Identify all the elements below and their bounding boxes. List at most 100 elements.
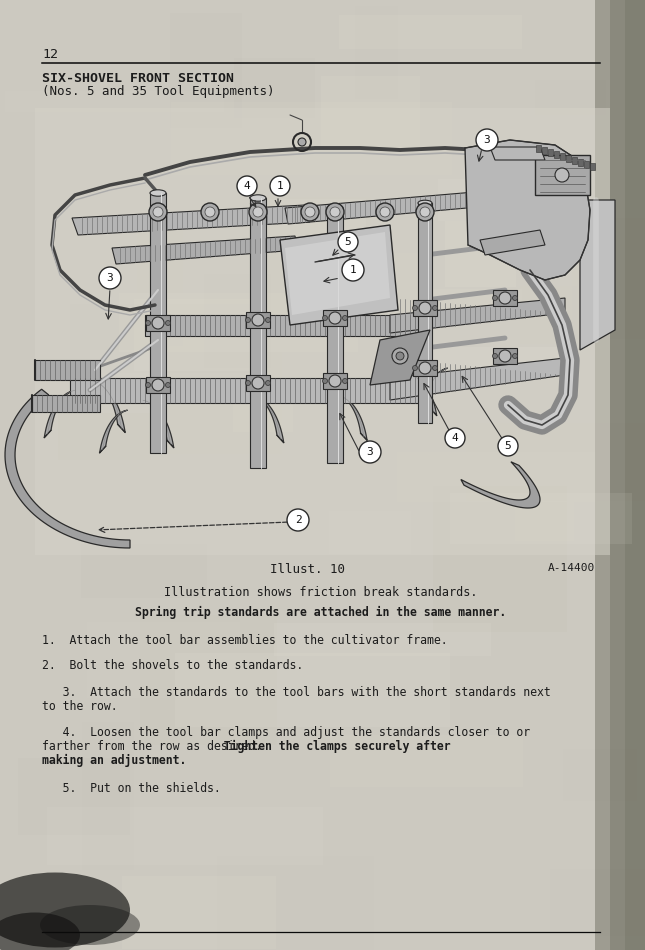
Bar [321,76,420,150]
Circle shape [555,168,569,182]
Bar [18,758,130,835]
Circle shape [326,203,344,221]
Bar [137,231,183,346]
Text: making an adjustment.: making an adjustment. [42,754,186,767]
Bar [610,0,645,950]
Text: 1: 1 [350,265,357,275]
Bar [433,485,568,632]
Circle shape [246,381,250,386]
Polygon shape [580,200,615,350]
Bar [572,157,577,164]
Text: Spring trip standards are attached in the same manner.: Spring trip standards are attached in th… [135,606,506,619]
Circle shape [413,366,417,370]
Polygon shape [461,462,540,508]
Text: 12: 12 [42,48,58,61]
Bar [330,735,523,788]
Circle shape [419,302,431,314]
Polygon shape [45,390,75,438]
Bar [361,253,427,312]
Polygon shape [246,375,270,391]
Circle shape [445,428,465,448]
Text: 1: 1 [277,181,283,191]
Text: 3: 3 [106,273,114,283]
Bar [515,425,573,541]
Bar [63,28,204,96]
Bar [554,151,559,158]
Polygon shape [91,380,125,432]
Circle shape [342,259,364,281]
Circle shape [166,383,170,388]
Bar [548,149,553,156]
Circle shape [252,314,264,326]
Polygon shape [480,230,545,255]
Bar [578,159,583,166]
Circle shape [420,207,430,217]
Bar [204,275,271,369]
Circle shape [493,353,497,358]
Polygon shape [390,358,565,400]
Bar [55,333,203,444]
Circle shape [342,315,348,320]
Ellipse shape [40,905,140,945]
Ellipse shape [0,872,130,947]
Text: Illustration shows friction break standards.: Illustration shows friction break standa… [164,586,478,599]
Circle shape [513,353,517,358]
Circle shape [342,378,348,384]
Bar [590,163,595,170]
Bar [170,12,242,128]
Polygon shape [112,236,298,264]
Circle shape [149,203,167,221]
Bar [175,256,221,359]
Bar [450,492,631,544]
Circle shape [146,320,150,326]
Bar [584,161,589,168]
Polygon shape [337,395,367,440]
Bar [466,424,645,502]
Circle shape [166,320,170,326]
Text: 3: 3 [366,447,373,457]
Circle shape [329,312,341,324]
Text: 2.  Bolt the shovels to the standards.: 2. Bolt the shovels to the standards. [42,659,303,672]
Bar [625,0,645,950]
Polygon shape [285,192,478,224]
Circle shape [329,375,341,387]
Polygon shape [99,410,128,453]
Circle shape [493,295,497,300]
Bar [560,153,565,160]
Bar [43,323,101,456]
Bar [270,199,366,242]
Circle shape [499,350,511,362]
Bar [571,218,645,339]
Bar [595,0,645,950]
Circle shape [433,306,437,311]
Circle shape [330,207,340,217]
Polygon shape [146,377,170,393]
Bar [566,155,571,162]
Polygon shape [35,108,610,555]
Polygon shape [535,155,590,195]
Bar [397,452,596,502]
Polygon shape [145,315,420,336]
Text: 5: 5 [344,237,352,247]
Circle shape [513,295,517,300]
Text: SIX-SHOVEL FRONT SECTION: SIX-SHOVEL FRONT SECTION [42,72,234,85]
Circle shape [322,315,328,320]
Text: farther from the row as desired.: farther from the row as desired. [42,740,262,753]
Bar [217,856,374,950]
Circle shape [270,176,290,196]
Bar [438,179,506,220]
Bar [570,420,645,532]
Bar [70,304,261,372]
Polygon shape [370,330,430,385]
Circle shape [99,267,121,289]
Polygon shape [390,298,565,333]
Bar [140,615,277,745]
Bar [119,293,358,352]
Circle shape [380,207,390,217]
Circle shape [201,203,219,221]
Bar [170,330,283,454]
Polygon shape [490,147,545,160]
Circle shape [237,176,257,196]
Text: Illust. 10: Illust. 10 [270,563,345,576]
Bar [58,413,152,461]
